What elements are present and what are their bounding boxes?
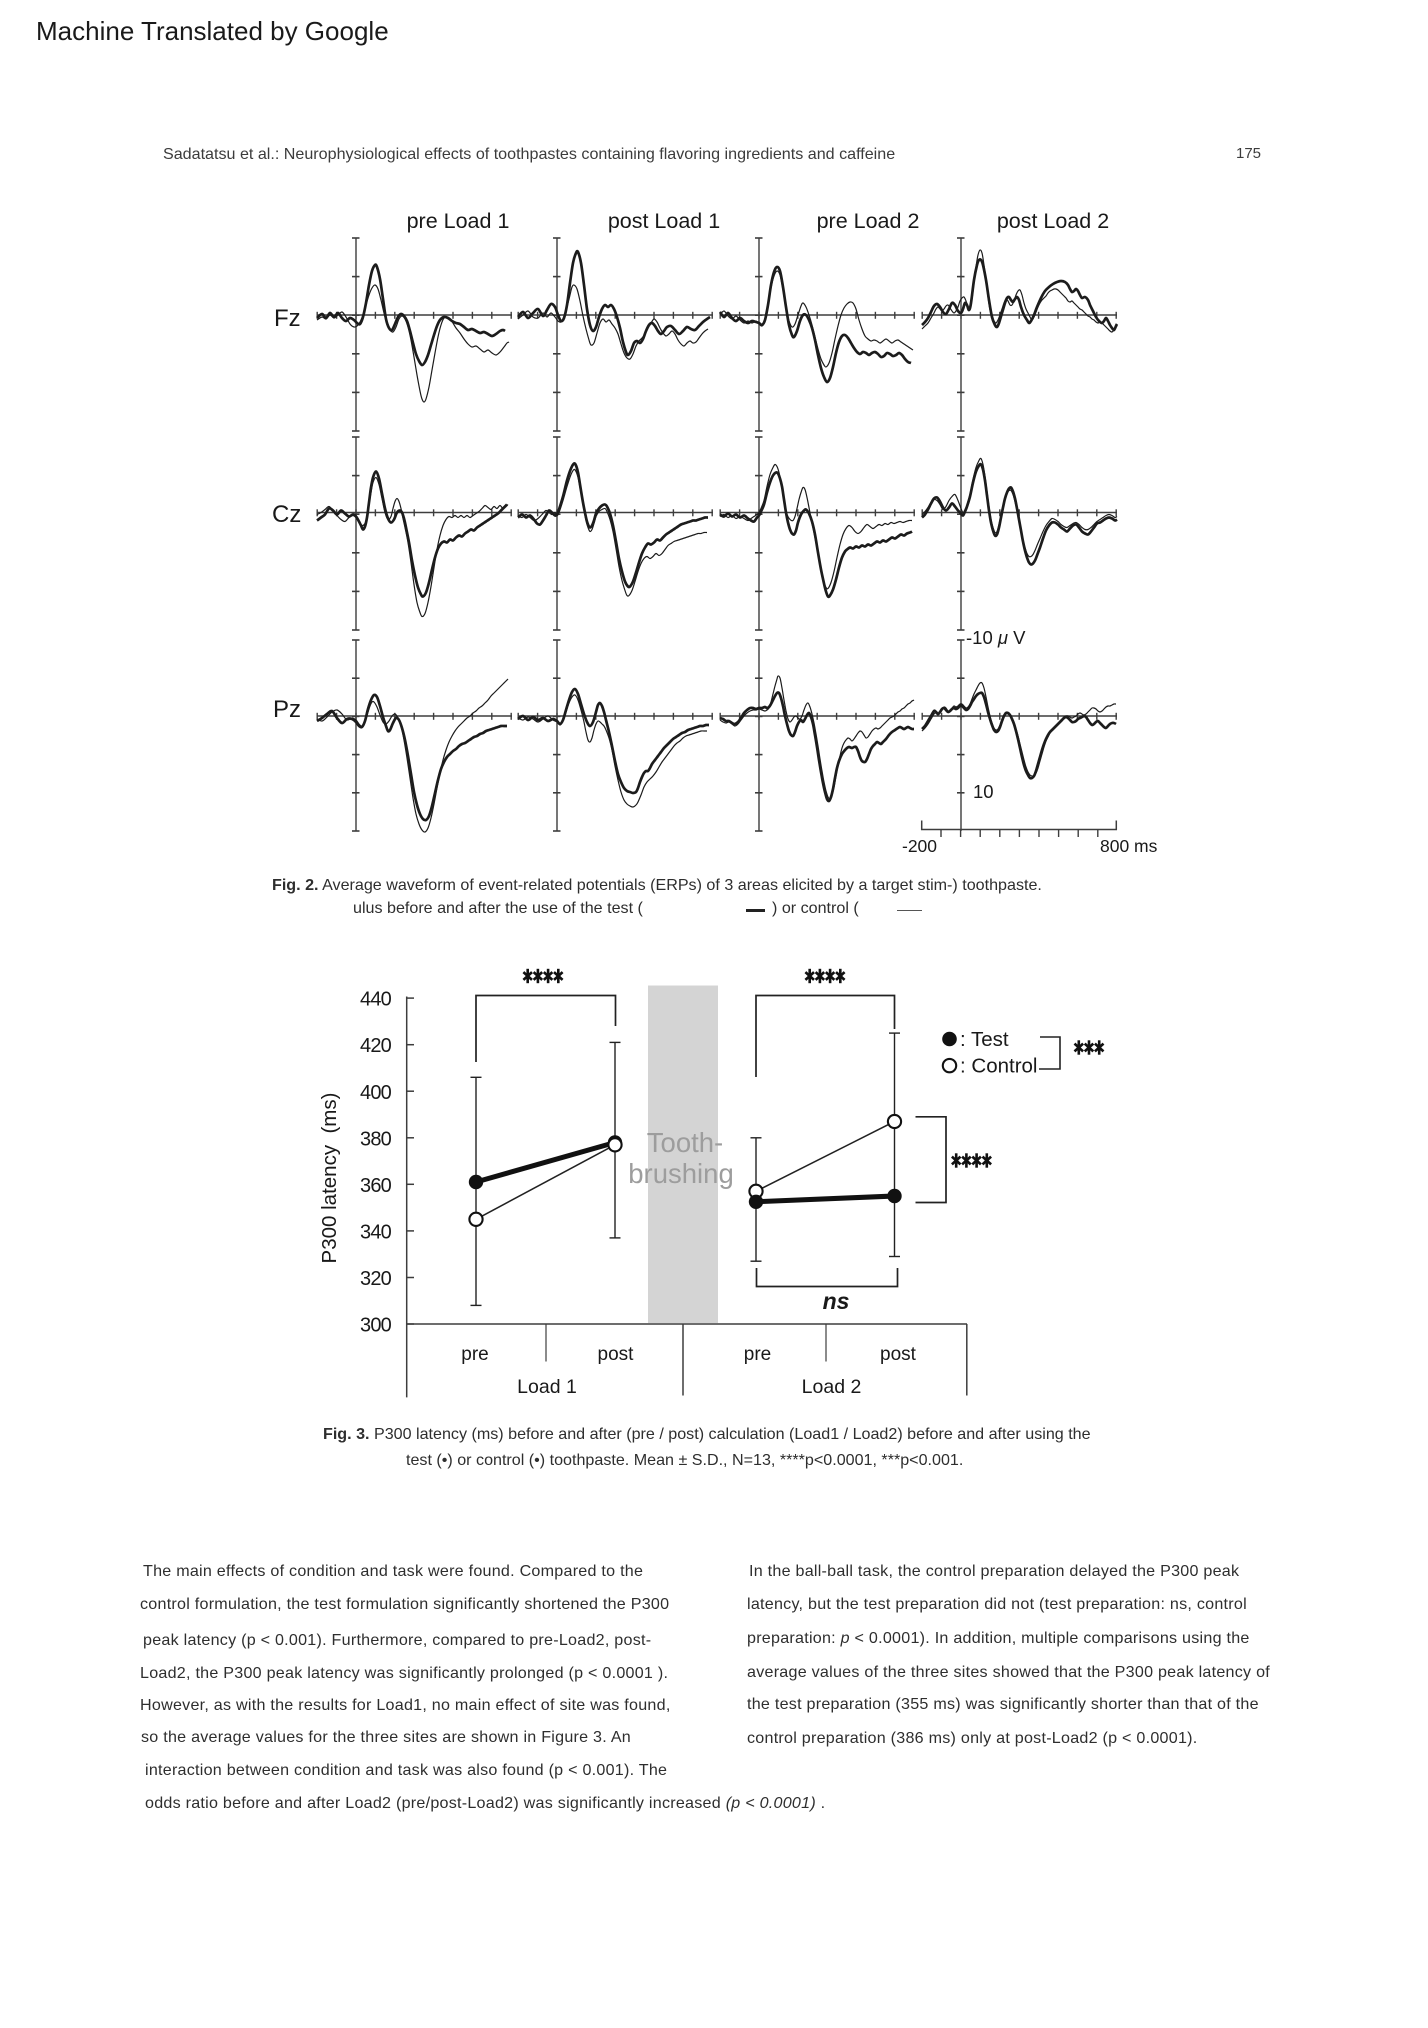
svg-text:brushing: brushing — [628, 1158, 734, 1189]
svg-text:pre: pre — [461, 1344, 488, 1365]
svg-text:P300 latency (ms): P300 latency (ms) — [318, 1093, 341, 1264]
svg-text:pre Load 1: pre Load 1 — [407, 209, 510, 233]
svg-text:post: post — [880, 1344, 917, 1365]
svg-text:Load 2: Load 2 — [802, 1376, 862, 1398]
svg-text:post Load 1: post Load 1 — [608, 209, 720, 233]
svg-text:340: 340 — [360, 1221, 392, 1243]
svg-text:pre: pre — [744, 1344, 771, 1365]
svg-text:Fz: Fz — [274, 305, 301, 332]
svg-text:-200: -200 — [902, 836, 937, 856]
svg-text:380: 380 — [360, 1128, 392, 1150]
svg-text:800 ms: 800 ms — [1100, 836, 1158, 856]
svg-text:Cz: Cz — [272, 501, 301, 528]
svg-text:pre Load 2: pre Load 2 — [817, 209, 920, 233]
svg-text:400: 400 — [360, 1082, 392, 1104]
svg-text:: Test: : Test — [960, 1028, 1009, 1051]
svg-text:-10 μ V: -10 μ V — [966, 627, 1026, 648]
svg-text:10: 10 — [973, 781, 994, 802]
svg-text:: Control: : Control — [960, 1055, 1037, 1078]
svg-text:420: 420 — [360, 1035, 392, 1057]
svg-text:post: post — [598, 1344, 635, 1365]
svg-text:320: 320 — [360, 1268, 392, 1290]
svg-text:440: 440 — [360, 989, 392, 1011]
svg-text:300: 300 — [360, 1315, 392, 1337]
svg-text:Tooth-: Tooth- — [647, 1127, 723, 1158]
svg-text:Load 1: Load 1 — [517, 1376, 577, 1398]
svg-text:360: 360 — [360, 1175, 392, 1197]
svg-text:ns: ns — [823, 1288, 850, 1314]
svg-text:Pz: Pz — [273, 696, 301, 723]
svg-text:post Load 2: post Load 2 — [997, 209, 1109, 233]
